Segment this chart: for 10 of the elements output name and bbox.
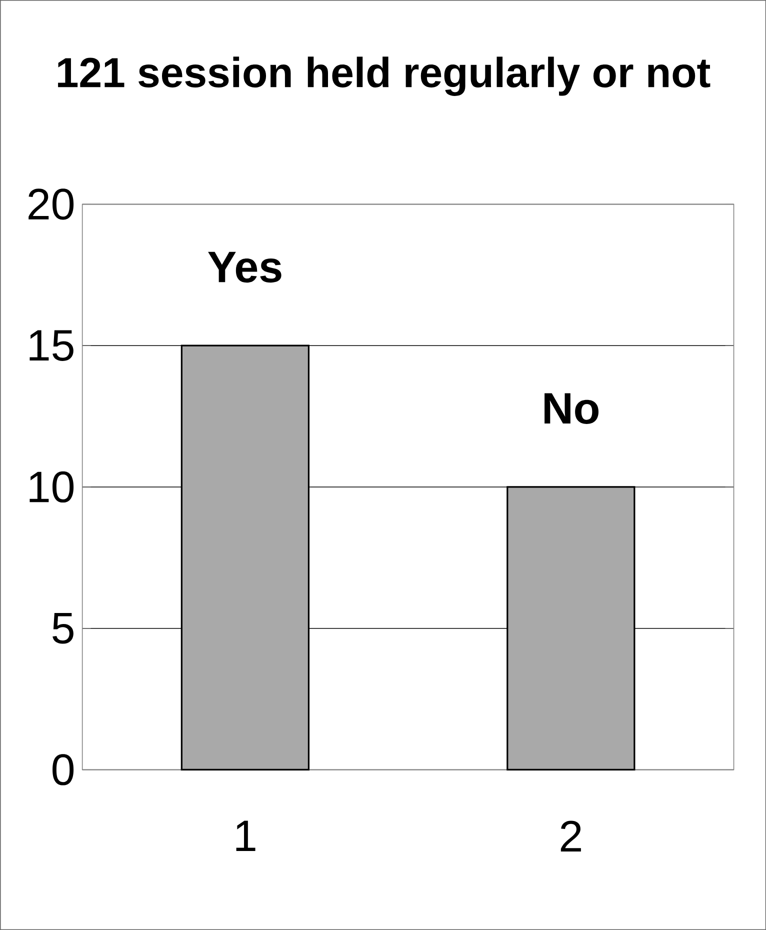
y-tick-label: 5 <box>52 613 74 644</box>
x-tick-label: 1 <box>236 820 256 851</box>
x-tick-label: 2 <box>560 820 581 852</box>
y-tick-label: 15 <box>30 330 74 361</box>
annotation: No <box>544 393 598 424</box>
y-tick-label: 10 <box>30 471 74 503</box>
y-tick-label: 20 <box>28 188 74 220</box>
y-tick-label: 0 <box>52 754 74 786</box>
chart-title: 121 session held regularly or not <box>58 56 710 96</box>
annotation: Yes <box>208 252 282 283</box>
